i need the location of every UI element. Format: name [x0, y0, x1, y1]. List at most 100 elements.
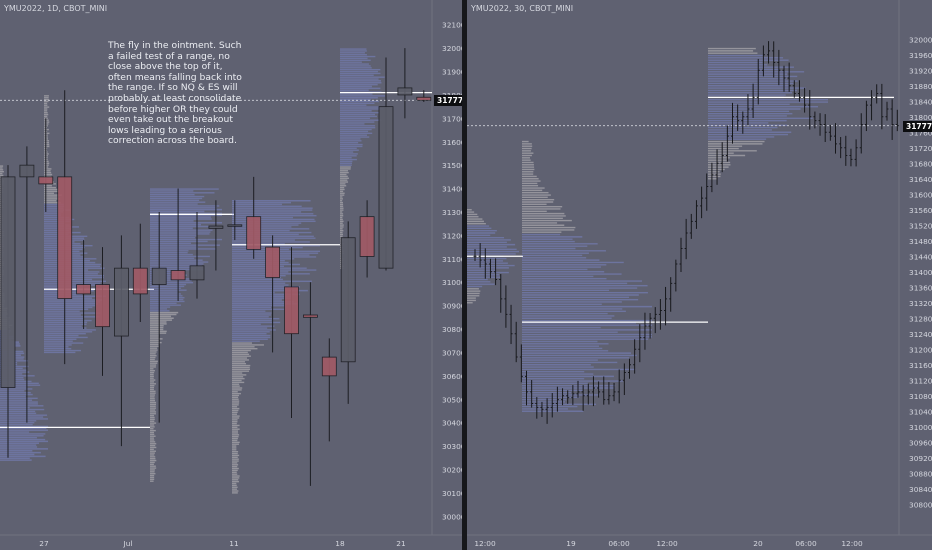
price-tick-label: 31960 [909, 51, 932, 60]
candle-body-up [0, 176, 16, 388]
volume-profile [340, 48, 432, 269]
price-tick-label: 31400 [442, 185, 462, 194]
bar-candle [694, 200, 698, 229]
price-tick-label: 30400 [442, 419, 462, 428]
price-tick-label: 31480 [909, 237, 932, 246]
price-tick-label: 31000 [442, 278, 462, 287]
price-tick-label: 31600 [442, 138, 462, 147]
bar-candle [689, 213, 693, 239]
chart-panel-30min[interactable]: 30800 30840 30880 30920 30960 31000 31040 31080… [467, 0, 932, 550]
bar-candle [494, 258, 498, 286]
bar-candle [622, 363, 626, 396]
candle-body-up [397, 87, 413, 96]
bar-candle [530, 380, 534, 408]
intraday-last-price-tag: 31777 [903, 120, 932, 132]
price-tick-label: 31760 [909, 128, 932, 137]
bar-candle [787, 62, 791, 92]
price-tick-label: 30200 [442, 465, 462, 474]
bar-candle [602, 376, 606, 405]
price-tick-label: 32000 [909, 35, 932, 44]
price-tick-label: 31400 [909, 268, 932, 277]
price-tick-label: 30800 [442, 325, 462, 334]
bar-candle [813, 111, 817, 129]
price-tick-label: 31440 [909, 252, 932, 261]
candle-body-down [416, 96, 432, 101]
bar-candle [628, 358, 631, 379]
candle-body-down [302, 314, 318, 318]
price-tick-label: 31700 [442, 114, 462, 123]
price-tick-label: 31840 [909, 97, 932, 106]
candle [416, 90, 432, 102]
bar-candle [638, 324, 642, 363]
bar-candle [653, 307, 657, 334]
bar-candle [679, 237, 683, 273]
candle-body-up [340, 237, 356, 363]
candle-body-down [57, 176, 73, 299]
bar-candle [720, 142, 724, 173]
candle [321, 338, 337, 442]
price-tick-label: 31000 [909, 423, 932, 432]
price-tick-label: 31160 [909, 361, 932, 370]
bar-candle [700, 186, 704, 219]
bar-candle [849, 148, 853, 167]
price-tick-label: 30900 [442, 302, 462, 311]
candle [227, 200, 243, 241]
bar-candle [483, 248, 487, 279]
bar-candle [808, 90, 812, 130]
candle-body-down [246, 216, 262, 250]
price-tick-label: 30920 [909, 454, 932, 463]
price-tick-label: 31280 [909, 314, 932, 323]
candle [0, 165, 16, 458]
price-tick-label: 31880 [909, 82, 932, 91]
time-tick-label: 27 [39, 539, 49, 548]
price-tick-label: 31720 [909, 144, 932, 153]
candle-body-down [38, 176, 54, 185]
bar-candle [731, 102, 734, 144]
bar-candle [550, 392, 554, 418]
candle-body-up [189, 265, 205, 281]
bar-candle [473, 249, 477, 261]
candle-body-up [227, 224, 243, 227]
price-tick-label: 31560 [909, 206, 932, 215]
candle [57, 90, 73, 365]
intraday-chart-canvas[interactable]: 30800 30840 30880 30920 30960 31000 31040 31080… [467, 0, 932, 550]
candle [76, 240, 91, 330]
time-tick-label: 21 [396, 539, 406, 548]
volume-profile [522, 140, 708, 412]
bar-candle [597, 381, 601, 398]
price-tick-label: 32100 [442, 21, 462, 30]
time-tick-label: 06:00 [608, 539, 630, 548]
candle [170, 188, 186, 301]
candle [359, 200, 375, 278]
chart-panel-daily[interactable]: 30000 30100 30200 30300 30400 30500 30600 30700… [0, 0, 462, 550]
chart-annotation: The fly in the ointment. Such a failed t… [108, 40, 242, 147]
candle-body-down [321, 356, 337, 377]
candle [397, 48, 413, 119]
bar-candle [684, 218, 688, 260]
candle [95, 247, 110, 376]
time-tick-label: 06:00 [795, 539, 817, 548]
price-tick-label: 31320 [909, 299, 932, 308]
bar-candle [839, 137, 843, 159]
bar-candle [736, 104, 740, 131]
candle [208, 200, 224, 271]
price-tick-label: 30300 [442, 442, 462, 451]
candle-body-up [378, 106, 394, 269]
bar-candle [643, 312, 647, 350]
bar-candle [772, 41, 776, 78]
bar-candle [823, 114, 827, 142]
candle [284, 247, 299, 418]
price-tick-label: 31080 [909, 392, 932, 401]
bar-candle [715, 149, 719, 185]
bar-candle [844, 135, 848, 166]
daily-chart-canvas[interactable]: 30000 30100 30200 30300 30400 30500 30600 30700… [0, 0, 462, 550]
panel-divider[interactable] [462, 0, 467, 550]
price-tick-label: 31640 [909, 175, 932, 184]
bar-candle [586, 383, 590, 405]
price-tick-label: 30500 [442, 395, 462, 404]
bar-candle [854, 139, 858, 167]
price-tick-label: 31600 [909, 190, 932, 199]
bar-candle [633, 339, 637, 374]
bar-candle [576, 380, 580, 398]
daily-last-price-tag: 31777 [434, 95, 462, 107]
